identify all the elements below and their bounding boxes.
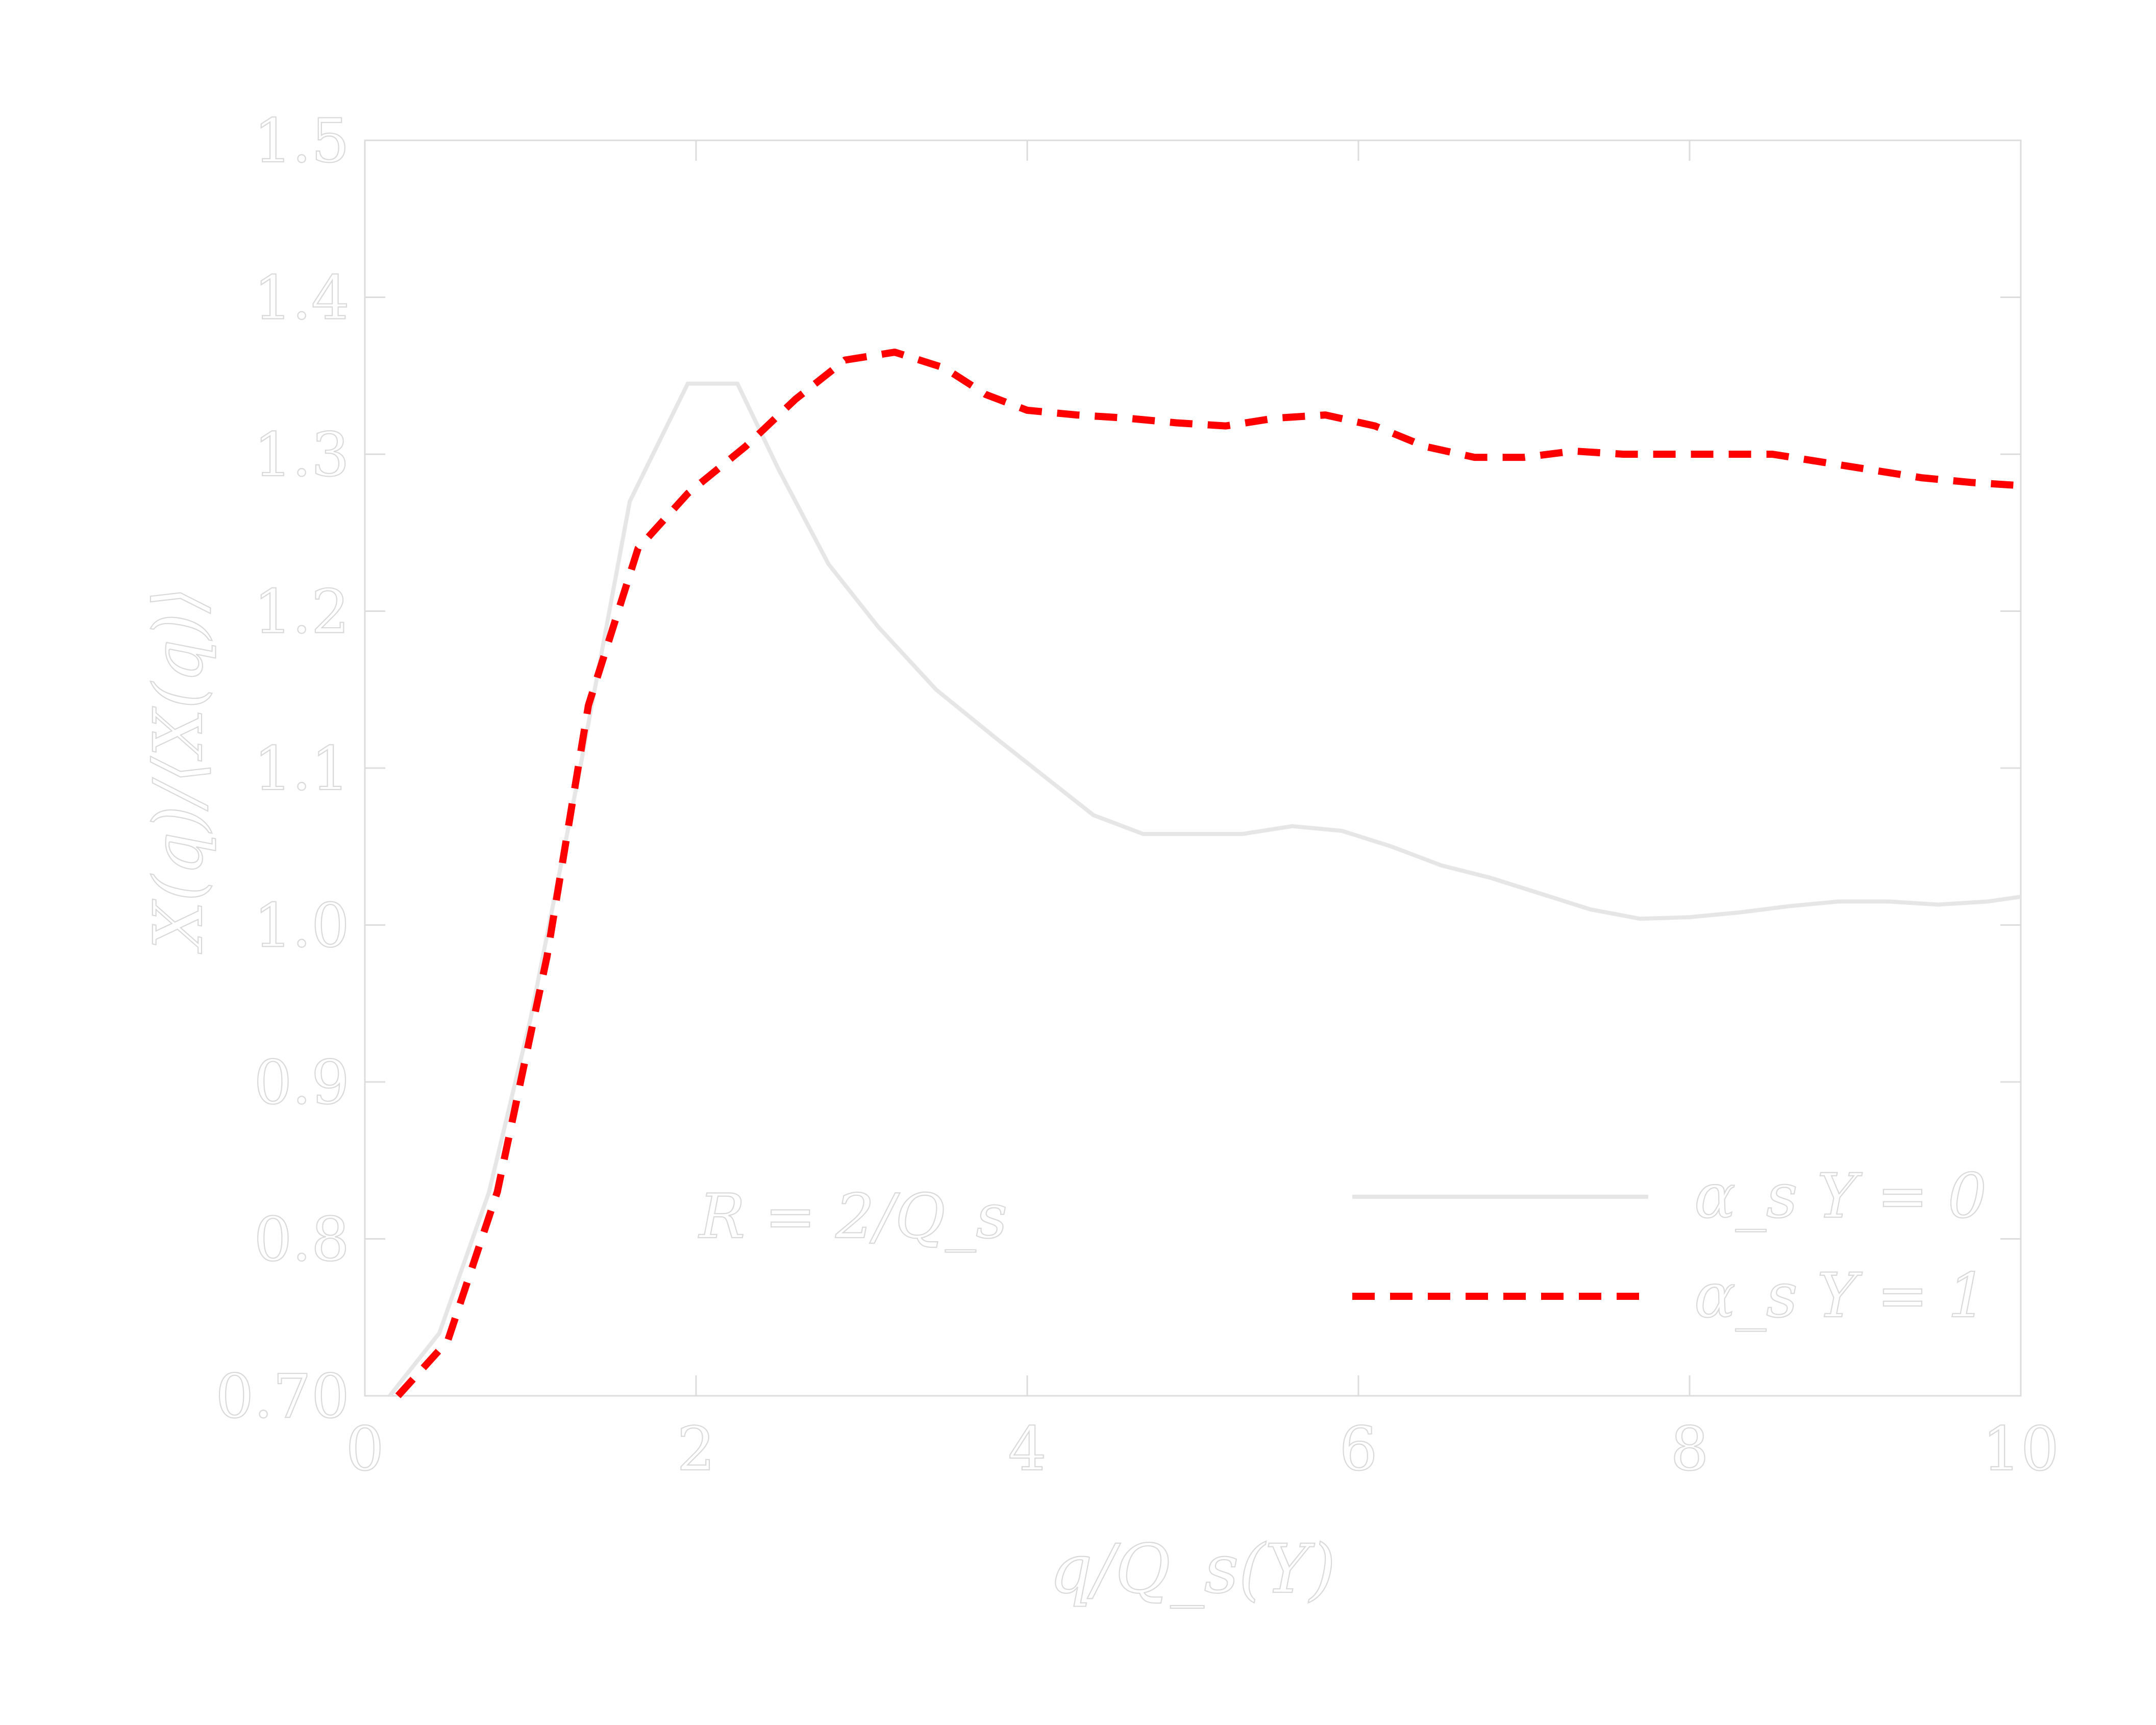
y-tick-label: 1.4 bbox=[254, 263, 350, 333]
legend-label-series-1: α_s Y = 1 bbox=[1694, 1261, 1987, 1332]
y-tick-label: 0.8 bbox=[254, 1204, 350, 1275]
y-tick-label: 0.70 bbox=[215, 1361, 350, 1432]
axis-ticks bbox=[364, 139, 2022, 1397]
y-tick-label: 1.2 bbox=[254, 577, 350, 647]
y-tick-label: 0.9 bbox=[254, 1047, 350, 1118]
y-tick-label: 1.3 bbox=[254, 420, 350, 490]
x-tick-labels: 0 2 4 6 8 10 bbox=[345, 1413, 2060, 1485]
annotation-r: R = 2/Q_s bbox=[698, 1181, 1007, 1252]
series-line-0 bbox=[388, 381, 2021, 1397]
y-tick-labels: 0.70 0.8 0.9 1.0 1.1 1.2 1.3 1.4 1.5 bbox=[215, 105, 350, 1432]
y-tick-label: 1.0 bbox=[254, 891, 350, 961]
legend-label-series-0: α_s Y = 0 bbox=[1694, 1161, 1987, 1232]
series-lines bbox=[388, 349, 2021, 1398]
x-tick-label: 10 bbox=[1982, 1414, 2059, 1484]
x-tick-label: 6 bbox=[1339, 1414, 1377, 1484]
y-tick-label: 1.1 bbox=[254, 733, 350, 804]
x-tick-label: 0 bbox=[345, 1414, 384, 1484]
x-tick-label: 4 bbox=[1008, 1414, 1046, 1484]
series-line-1 bbox=[395, 349, 2021, 1398]
y-axis-label: X(q)/⟨X(q)⟩ bbox=[139, 587, 218, 954]
legend: α_s Y = 0 α_s Y = 1 bbox=[1352, 1161, 1987, 1332]
x-axis-label: q/Q_s(Y) bbox=[1049, 1530, 1335, 1609]
x-tick-label: 2 bbox=[677, 1414, 715, 1484]
y-tick-label: 1.5 bbox=[254, 106, 350, 176]
x-tick-label: 8 bbox=[1670, 1414, 1708, 1484]
